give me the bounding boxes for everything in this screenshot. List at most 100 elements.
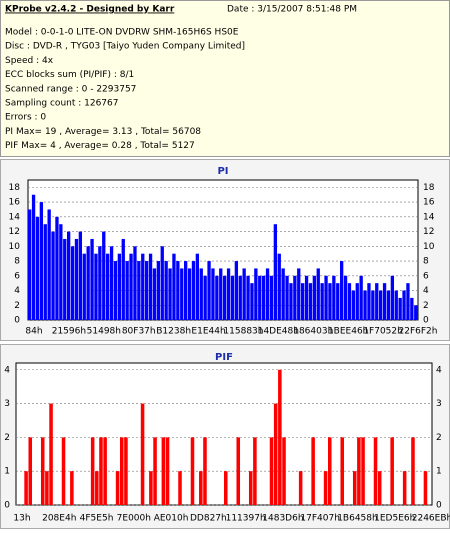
bar xyxy=(31,194,36,320)
y-tick-label: 18 xyxy=(9,183,21,193)
y2-tick-label: 18 xyxy=(423,183,435,193)
bar xyxy=(203,437,207,505)
bar xyxy=(236,437,241,505)
y2-tick-label: 0 xyxy=(436,501,442,511)
bar xyxy=(161,437,166,505)
bar xyxy=(265,268,270,320)
bar xyxy=(273,403,278,505)
x-tick-label: 80F37h xyxy=(122,327,156,337)
info-line: PIF Max= 4 , Average= 0.28 , Total= 5127 xyxy=(5,141,195,151)
bar xyxy=(390,275,395,320)
bar xyxy=(308,283,313,320)
x-tick-label: 1483D6h xyxy=(262,514,303,524)
y-tick-label: 2 xyxy=(4,433,10,443)
y-tick-label: 14 xyxy=(9,212,21,222)
bar xyxy=(215,275,219,320)
bar xyxy=(103,437,107,505)
bar xyxy=(343,275,348,320)
bar xyxy=(63,238,67,320)
y-tick-label: 6 xyxy=(14,271,20,281)
y-tick-label: 12 xyxy=(9,227,20,237)
bar xyxy=(195,253,200,320)
bar xyxy=(301,283,305,320)
bar xyxy=(293,275,297,320)
info-line: PI Max= 19 , Average= 3.13 , Total= 5670… xyxy=(5,127,201,137)
bar xyxy=(98,246,102,320)
y2-tick-label: 14 xyxy=(423,212,435,222)
y-tick-label: 4 xyxy=(4,365,10,375)
x-tick-label: 208E4h xyxy=(42,514,76,524)
bar xyxy=(94,253,98,320)
bar xyxy=(386,290,391,320)
bar xyxy=(371,290,375,320)
info-line: ECC blocks sum (PI/PIF) : 8/1 xyxy=(5,70,134,80)
y2-tick-label: 4 xyxy=(436,365,442,375)
bar xyxy=(332,275,336,320)
bar xyxy=(70,471,74,505)
bar xyxy=(28,209,32,320)
y2-tick-label: 3 xyxy=(436,399,442,409)
x-tick-label: 51498h xyxy=(87,327,121,337)
bar xyxy=(178,471,182,505)
y-tick-label: 1 xyxy=(4,467,10,477)
x-tick-label: 1B6458h xyxy=(337,514,378,524)
bar xyxy=(361,437,365,505)
y2-tick-label: 0 xyxy=(423,316,429,326)
info-line: Errors : 0 xyxy=(5,113,46,123)
bar xyxy=(35,216,40,320)
y2-tick-label: 2 xyxy=(423,301,429,311)
bar xyxy=(414,305,418,320)
bar xyxy=(40,437,45,505)
bar xyxy=(398,297,402,320)
x-tick-label: 115883h xyxy=(223,327,263,337)
bar xyxy=(124,437,128,505)
bar xyxy=(254,268,258,320)
bar xyxy=(311,437,315,505)
info-line: Speed : 4x xyxy=(5,56,54,66)
bar xyxy=(176,261,180,320)
bar xyxy=(324,275,328,320)
bar xyxy=(394,290,398,320)
bar xyxy=(277,253,281,320)
bar xyxy=(406,283,410,320)
bar xyxy=(187,268,192,320)
bar xyxy=(224,471,228,505)
y-tick-label: 3 xyxy=(4,399,10,409)
y-tick-label: 4 xyxy=(14,286,20,296)
bar xyxy=(59,224,63,320)
bar xyxy=(269,275,274,320)
bar xyxy=(355,283,359,320)
bar xyxy=(39,202,44,320)
y-tick-label: 0 xyxy=(14,316,20,326)
bar xyxy=(351,290,356,320)
info-line: Model : 0-0-1-0 LITE-ON DVDRW SHM-165H6S… xyxy=(5,28,239,38)
bar xyxy=(160,246,164,320)
bar xyxy=(49,403,53,505)
x-tick-label: 21596h xyxy=(52,327,86,337)
bar xyxy=(262,275,266,320)
bar xyxy=(172,253,176,320)
bar xyxy=(253,437,257,505)
x-tick-label: 17F407h xyxy=(300,514,340,524)
x-tick-label: B1238h xyxy=(156,327,191,337)
bar xyxy=(363,290,367,320)
y2-tick-label: 12 xyxy=(423,227,434,237)
date: Date : 3/15/2007 8:51:48 PM xyxy=(227,5,357,15)
bar xyxy=(74,238,79,320)
info-line: Scanned range : 0 - 2293757 xyxy=(5,84,136,94)
bar xyxy=(238,275,242,320)
bar xyxy=(82,253,86,320)
bar xyxy=(226,268,231,320)
bar xyxy=(203,275,207,320)
bar xyxy=(141,253,145,320)
x-tick-label: 14DE48h xyxy=(258,327,299,337)
bar xyxy=(199,268,203,320)
bar xyxy=(285,275,289,320)
bar xyxy=(99,437,103,505)
bar xyxy=(165,437,170,505)
y-tick-label: 16 xyxy=(9,198,21,208)
bar xyxy=(199,471,203,505)
bar xyxy=(359,275,363,320)
x-tick-label: 1ED5E6h xyxy=(374,514,415,524)
